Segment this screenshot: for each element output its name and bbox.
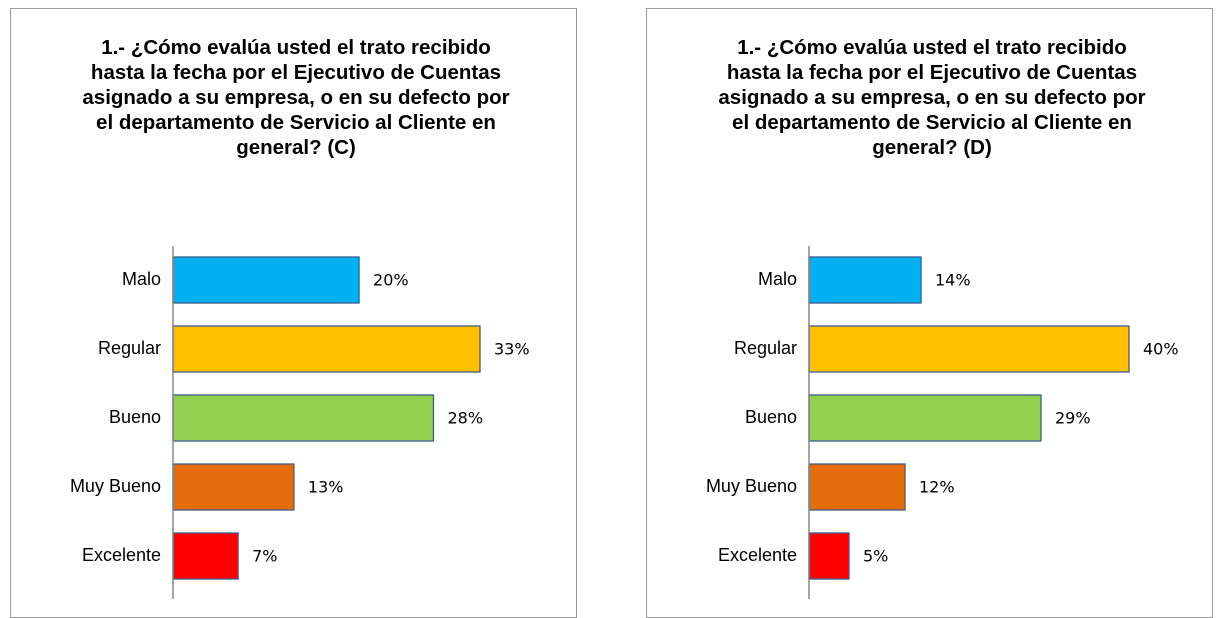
- chart-panel: Malo 20% Regular 33% Bueno 28% Muy Bueno 13% Exc…: [10, 8, 577, 618]
- category-label: Muy Bueno: [706, 476, 797, 496]
- category-label: Malo: [758, 269, 797, 289]
- value-label: 40%: [1143, 340, 1179, 359]
- bar: [808, 394, 1042, 442]
- value-label: 14%: [935, 271, 971, 290]
- category-label: Bueno: [745, 407, 797, 427]
- category-label: Excelente: [718, 545, 797, 565]
- bar: [172, 532, 239, 580]
- value-label: 29%: [1055, 409, 1091, 428]
- bar: [808, 256, 922, 304]
- value-label: 28%: [447, 409, 483, 428]
- chart-title: 1.- ¿Cómo evalúa usted el trato recibido…: [82, 36, 510, 159]
- chart: Malo 14% Regular 40% Bueno 29% Muy Bueno 12% Exc…: [706, 246, 1179, 599]
- chart-panel: Malo 14% Regular 40% Bueno 29% Muy Bueno 12% Exc…: [646, 8, 1213, 618]
- category-label: Regular: [98, 338, 161, 358]
- category-label: Excelente: [82, 545, 161, 565]
- value-label: 12%: [919, 478, 955, 497]
- bar: [172, 394, 435, 442]
- value-label: 5%: [863, 547, 888, 566]
- bar: [172, 325, 481, 373]
- category-label: Malo: [122, 269, 161, 289]
- bar: [808, 463, 906, 511]
- value-label: 33%: [494, 340, 530, 359]
- chart-title: 1.- ¿Cómo evalúa usted el trato recibido…: [718, 36, 1146, 159]
- value-label: 20%: [373, 271, 409, 290]
- bar: [808, 532, 850, 580]
- bar: [808, 325, 1130, 373]
- category-label: Muy Bueno: [70, 476, 161, 496]
- bar: [172, 256, 360, 304]
- chart: Malo 20% Regular 33% Bueno 28% Muy Bueno 13% Exc…: [70, 246, 530, 599]
- value-label: 13%: [308, 478, 344, 497]
- category-label: Bueno: [109, 407, 161, 427]
- bar: [172, 463, 295, 511]
- value-label: 7%: [252, 547, 277, 566]
- category-label: Regular: [734, 338, 797, 358]
